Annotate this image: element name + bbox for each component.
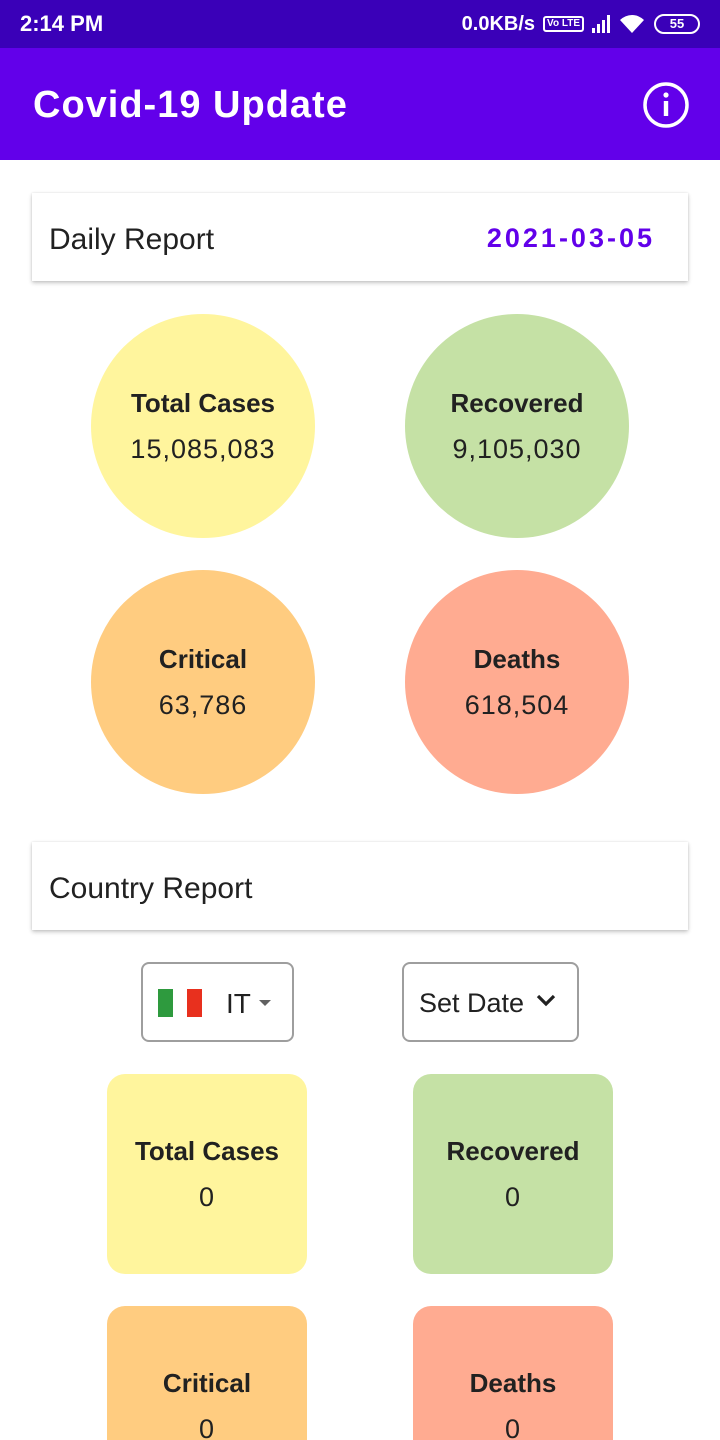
stat-label: Critical <box>158 644 248 674</box>
daily-report-card: Daily Report 2021-03-05 <box>32 193 688 281</box>
daily-recovered-circle: Recovered 9,105,030 <box>405 314 629 538</box>
network-speed: 0.0KB/s <box>461 12 536 35</box>
volte-icon: Vo LTE <box>543 16 584 32</box>
daily-deaths-circle: Deaths 618,504 <box>405 570 629 794</box>
country-report-card: Country Report <box>32 842 688 930</box>
country-total-cases-tile: Total Cases 0 <box>107 1074 307 1274</box>
stat-value: 15,085,083 <box>130 434 276 464</box>
stat-value: 0 <box>504 1182 522 1212</box>
info-icon[interactable] <box>642 81 690 129</box>
daily-report-date[interactable]: 2021-03-05 <box>486 223 655 253</box>
dropdown-caret-icon <box>259 1000 271 1006</box>
set-date-button[interactable]: Set Date <box>402 962 579 1042</box>
daily-critical-circle: Critical 63,786 <box>91 570 315 794</box>
stat-value: 0 <box>198 1414 216 1440</box>
stat-label: Critical <box>162 1368 252 1398</box>
battery-icon: 55 <box>654 14 700 34</box>
app-bar: Covid-19 Update <box>0 48 720 160</box>
stat-value: 618,504 <box>464 690 570 720</box>
country-picker[interactable]: IT <box>141 962 294 1042</box>
stat-label: Deaths <box>473 644 561 674</box>
wifi-icon <box>620 15 644 33</box>
stat-value: 63,786 <box>158 690 248 720</box>
stat-label: Total Cases <box>134 1136 279 1166</box>
status-bar: 2:14 PM 0.0KB/s Vo LTE 55 <box>0 0 720 48</box>
signal-icon <box>592 15 610 33</box>
stat-value: 0 <box>504 1414 522 1440</box>
app-title: Covid-19 Update <box>33 84 348 126</box>
stat-label: Total Cases <box>130 388 275 418</box>
stat-value: 0 <box>198 1182 216 1212</box>
stat-label: Deaths <box>469 1368 557 1398</box>
chevron-down-icon <box>536 994 556 1007</box>
stat-value: 9,105,030 <box>452 434 582 464</box>
status-icons: 0.0KB/s Vo LTE 55 <box>462 10 700 38</box>
stat-label: Recovered <box>450 388 584 418</box>
status-time: 2:14 PM <box>20 11 104 36</box>
set-date-label: Set Date <box>419 988 525 1018</box>
country-critical-tile: Critical 0 <box>107 1306 307 1440</box>
country-code: IT <box>226 988 251 1019</box>
stat-label: Recovered <box>446 1136 580 1166</box>
daily-total-cases-circle: Total Cases 15,085,083 <box>91 314 315 538</box>
country-recovered-tile: Recovered 0 <box>413 1074 613 1274</box>
daily-report-label: Daily Report <box>49 223 215 256</box>
country-report-label: Country Report <box>49 872 253 905</box>
country-deaths-tile: Deaths 0 <box>413 1306 613 1440</box>
italy-flag-icon <box>158 989 203 1017</box>
